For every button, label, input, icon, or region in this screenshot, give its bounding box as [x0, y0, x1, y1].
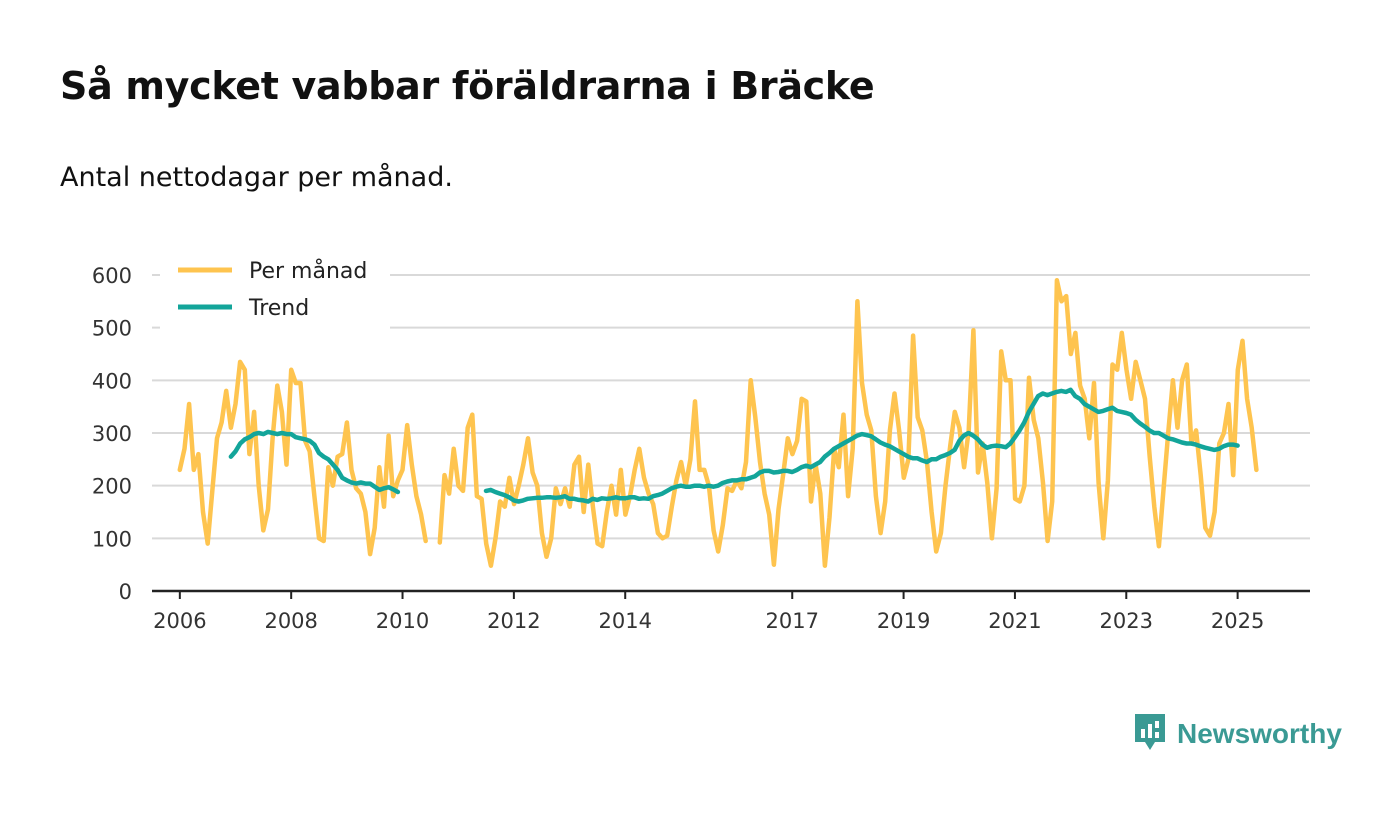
newsworthy-logo-icon — [1133, 712, 1167, 756]
chart-subtitle: Antal nettodagar per månad. — [60, 162, 453, 193]
x-tick-label: 2010 — [376, 609, 429, 633]
brand-name: Newsworthy — [1177, 718, 1342, 749]
y-tick-label: 300 — [92, 422, 132, 446]
y-tick-label: 200 — [92, 475, 132, 499]
x-tick-label: 2012 — [487, 609, 540, 633]
legend-label-per-manad: Per månad — [249, 258, 367, 284]
y-tick-label: 400 — [92, 369, 132, 393]
series-line-trend-segment-2 — [483, 387, 1240, 504]
x-tick-label: 2023 — [1100, 609, 1153, 633]
x-axis-ticks: 2006 2008 2010 2012 2014 2017 2019 2021 2023 2025 — [153, 591, 1264, 633]
y-axis-ticks: 0 100 200 300 400 500 600 — [92, 264, 132, 604]
brand-logo: Newsworthy — [1133, 712, 1342, 756]
page-title: Så mycket vabbar föräldrarna i Bräcke — [60, 64, 875, 108]
y-tick-label: 0 — [119, 580, 132, 604]
legend-label-trend: Trend — [248, 296, 309, 321]
series-line-trend-segment-1 — [228, 429, 401, 495]
x-tick-label: 2008 — [264, 609, 317, 633]
series-line-per-manad-segment-2 — [437, 278, 1259, 568]
y-tick-label: 600 — [92, 264, 132, 288]
x-tick-label: 2017 — [766, 609, 819, 633]
y-tick-label: 500 — [92, 317, 132, 341]
legend: Per månad Trend — [160, 250, 390, 330]
x-tick-label: 2006 — [153, 609, 206, 633]
x-tick-label: 2025 — [1211, 609, 1264, 633]
series-line-per-manad-segment-1 — [177, 359, 428, 557]
legend-background — [160, 250, 390, 330]
x-tick-label: 2019 — [877, 609, 930, 633]
x-tick-label: 2021 — [988, 609, 1041, 633]
x-tick-label: 2014 — [598, 609, 651, 633]
series-lines — [177, 278, 1259, 568]
y-tick-label: 100 — [92, 527, 132, 551]
